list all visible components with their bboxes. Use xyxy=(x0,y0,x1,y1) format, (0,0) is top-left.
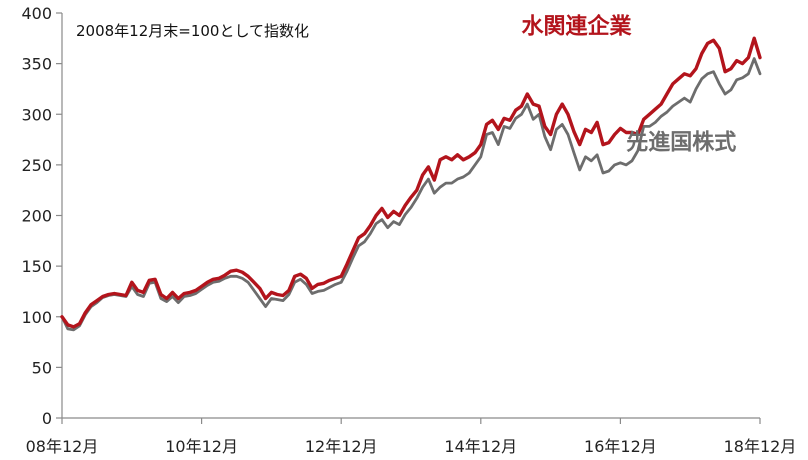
chart-ticks: 0 50 100 150 200 250 300 350 400 08年12月 10年12月 12年1… xyxy=(21,4,796,456)
series-label-water-companies: 水関連企業 xyxy=(522,13,633,39)
y-tick-label: 150 xyxy=(21,257,52,276)
x-tick-label: 14年12月 xyxy=(444,437,517,456)
y-tick-label: 200 xyxy=(21,207,52,226)
x-tick-label: 12年12月 xyxy=(305,437,378,456)
y-tick-label: 400 xyxy=(21,4,52,23)
y-tick-label: 100 xyxy=(21,308,52,327)
chart-axes xyxy=(61,13,760,419)
y-tick-label: 350 xyxy=(21,55,52,74)
x-tick-label: 10年12月 xyxy=(165,437,238,456)
x-tick-label: 16年12月 xyxy=(584,437,657,456)
x-tick-label: 08年12月 xyxy=(26,437,99,456)
chart-lines xyxy=(60,36,762,332)
chart-note: 2008年12月末=100として指数化 xyxy=(76,22,309,40)
series-line-water-companies xyxy=(60,36,762,329)
series-label-developed-stocks: 先進国株式 xyxy=(626,131,736,156)
y-tick-label: 50 xyxy=(32,358,52,377)
x-tick-label: 18年12月 xyxy=(724,437,797,456)
y-tick-label: 250 xyxy=(21,156,52,175)
y-tick-label: 0 xyxy=(42,409,52,428)
y-tick-label: 300 xyxy=(21,105,52,124)
series-line-developed-stocks xyxy=(60,57,762,332)
